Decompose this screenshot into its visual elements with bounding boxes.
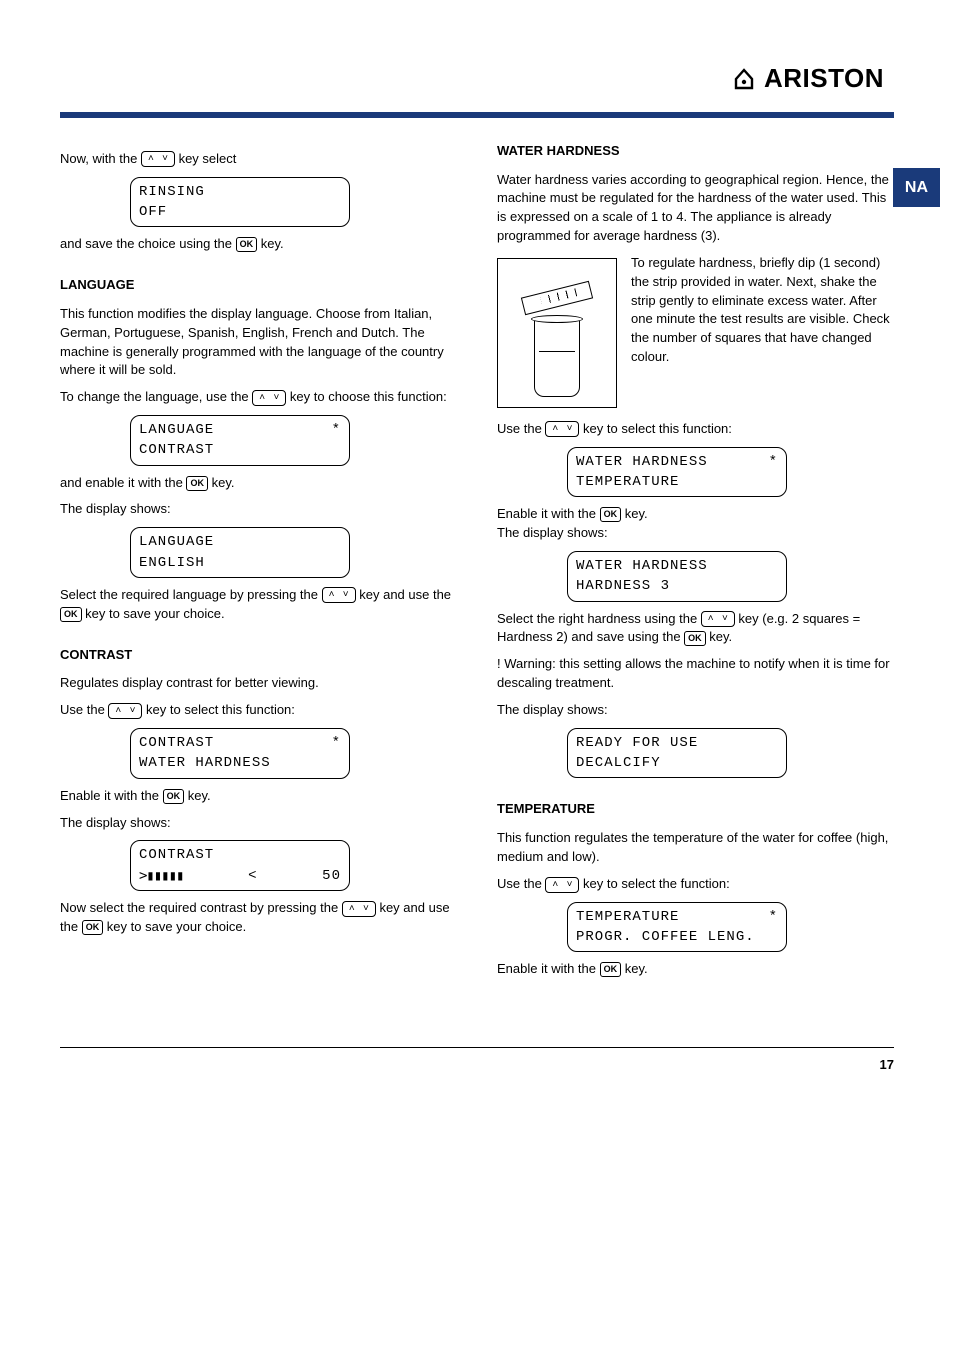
up-down-key: ˄ ˅ [141,151,175,167]
paragraph: and enable it with the OK key. [60,474,457,493]
paragraph: Select the right hardness using the ˄ ˅ … [497,610,894,648]
section-heading: TEMPERATURE [497,800,894,819]
up-down-key: ˄ ˅ [545,421,579,437]
up-down-key: ˄ ˅ [701,611,735,627]
ok-key: OK [684,631,706,646]
paragraph: Regulates display contrast for better vi… [60,674,457,693]
up-down-key: ˄ ˅ [252,390,286,406]
ok-key: OK [186,476,208,491]
ok-key: OK [60,607,82,622]
brand-name: ARISTON [764,60,884,98]
paragraph: The display shows: [497,701,894,720]
paragraph: Select the required language by pressing… [60,586,457,624]
ok-key: OK [236,237,258,252]
up-down-key: ˄ ˅ [322,587,356,603]
ok-key: OK [82,920,104,935]
paragraph: The display shows: [60,814,457,833]
up-down-key: ˄ ˅ [108,703,142,719]
paragraph: Enable it with the OK key. [60,787,457,806]
paragraph: Use the ˄ ˅ key to select this function: [60,701,457,720]
paragraph: and save the choice using the OK key. [60,235,457,254]
region-tab: NA [893,168,940,207]
paragraph: Use the ˄ ˅ key to select the function: [497,875,894,894]
paragraph: Now select the required contrast by pres… [60,899,457,937]
lcd-display: CONTRAST* WATER HARDNESS [130,728,350,779]
paragraph: Enable it with the OK key. The display s… [497,505,894,543]
lcd-display: CONTRAST >▮▮▮▮▮ < 50 [130,840,350,891]
up-down-key: ˄ ˅ [545,877,579,893]
lcd-display: WATER HARDNESS* TEMPERATURE [567,447,787,498]
paragraph: Enable it with the OK key. [497,960,894,979]
paragraph: Use the ˄ ˅ key to select this function: [497,420,894,439]
up-down-key: ˄ ˅ [342,901,376,917]
paragraph: This function regulates the temperature … [497,829,894,867]
paragraph: Now, with the ˄ ˅ key select [60,150,457,169]
brand-icon [732,67,756,91]
ok-key: OK [600,962,622,977]
lcd-display: READY FOR USE DECALCIFY [567,728,787,779]
section-heading: CONTRAST [60,646,457,665]
lcd-display: TEMPERATURE* PROGR. COFFEE LENG. [567,902,787,953]
warning-note: ! Warning: this setting allows the machi… [497,655,894,693]
ok-key: OK [163,789,185,804]
lcd-display: WATER HARDNESS HARDNESS 3 [567,551,787,602]
lcd-display: LANGUAGE ENGLISH [130,527,350,578]
lcd-display: RINSING OFF [130,177,350,228]
lcd-display: LANGUAGE* CONTRAST [130,415,350,466]
ok-key: OK [600,507,622,522]
section-heading: LANGUAGE [60,276,457,295]
paragraph: To change the language, use the ˄ ˅ key … [60,388,457,407]
header-rule [60,112,894,118]
paragraph: Water hardness varies according to geogr… [497,171,894,246]
paragraph: The display shows: [60,500,457,519]
paragraph: This function modifies the display langu… [60,305,457,380]
page-number: 17 [60,1047,894,1075]
section-heading: WATER HARDNESS [497,142,894,161]
test-strip-illustration [497,258,617,408]
